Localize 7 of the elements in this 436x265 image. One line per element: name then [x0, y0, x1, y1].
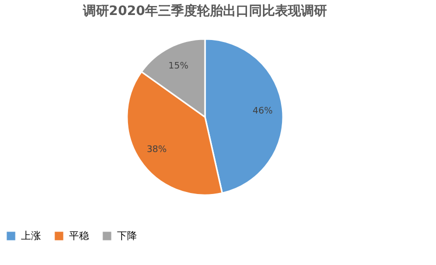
data-label: 46%	[252, 106, 274, 117]
chart-title: 调研2020年三季度轮胎出口同比表现调研	[82, 3, 328, 19]
legend-label: 下降	[117, 230, 137, 242]
data-label: 38%	[146, 145, 168, 156]
legend-label: 平稳	[69, 230, 89, 242]
data-label: 15%	[168, 61, 189, 72]
legend-label: 上涨	[21, 230, 41, 242]
